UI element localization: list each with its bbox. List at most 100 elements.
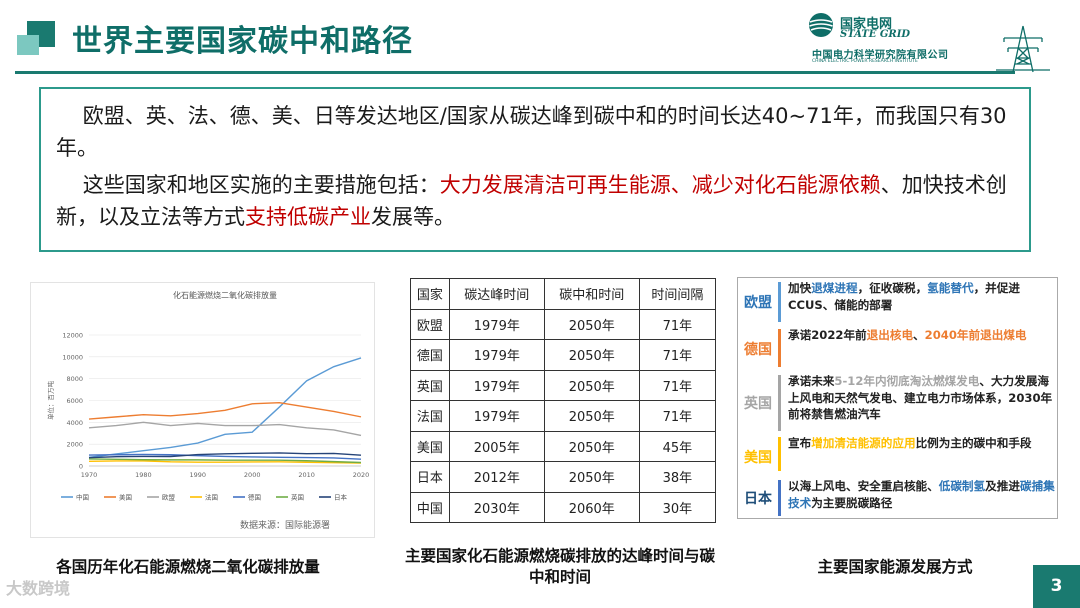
table-cell: 45年 <box>638 430 717 462</box>
intro-paragraph-1: 欧盟、英、法、德、美、日等发达地区/国家从碳达峰到碳中和的时间长达40~71年，… <box>56 104 1007 160</box>
logo-text-en: STATE GRID <box>840 29 911 40</box>
path-country-name: 英国 <box>744 396 772 412</box>
intro-box <box>39 87 1031 252</box>
caption-chart: 各国历年化石能源燃烧二氧化碳排放量 <box>56 558 320 576</box>
header-divider <box>15 71 1015 74</box>
path-row-eu: 欧盟 加快退煤进程，征收碳税，氢能替代，并促进CCUS、储能的部署 <box>738 280 1057 324</box>
power-tower-icon <box>996 25 1050 73</box>
y-tick-label: 2000 <box>66 441 83 449</box>
series-line-德国 <box>88 453 362 460</box>
table-cell: 欧盟 <box>410 308 450 340</box>
path-row-us: 美国 宣布增加清洁能源的应用比例为主的碳中和手段 <box>738 435 1057 473</box>
table-cell: 2050年 <box>543 400 640 432</box>
table-cell: 1979年 <box>448 339 545 371</box>
table-cell: 1979年 <box>448 400 545 432</box>
page-title: 世界主要国家碳中和路径 <box>72 24 413 59</box>
path-row-uk: 英国 承诺未来5-12年内彻底淘汰燃煤发电、大力发展海上风电和天然气发电、建立电… <box>738 373 1057 433</box>
table-cell: 2050年 <box>543 430 640 462</box>
x-tick-label: 2000 <box>244 471 261 479</box>
x-tick-label: 1990 <box>190 471 207 479</box>
table-row: 美国 2005年 2050年 45年 <box>410 430 717 462</box>
series-line-欧盟 <box>88 421 362 437</box>
legend-label: 德国 <box>248 493 261 502</box>
table-cell: 2012年 <box>448 461 545 493</box>
table-cell: 2050年 <box>543 461 640 493</box>
series-line-法国 <box>88 460 362 464</box>
y-tick-label: 6000 <box>66 397 83 405</box>
chart-title: 化石能源燃烧二氧化碳排放量 <box>173 290 277 300</box>
legend-label: 法国 <box>205 493 218 502</box>
table-cell: 英国 <box>410 369 450 401</box>
path-text: 宣布增加清洁能源的应用比例为主的碳中和手段 <box>788 436 1032 450</box>
path-country-name: 美国 <box>744 450 772 466</box>
table-cell: 美国 <box>410 430 450 462</box>
table-cell: 2030年 <box>448 491 545 523</box>
table-header-cell: 碳中和时间 <box>543 278 640 310</box>
table-row: 日本 2012年 2050年 38年 <box>410 461 717 493</box>
table-cell: 2005年 <box>448 430 545 462</box>
series-line-中国 <box>88 357 362 458</box>
x-tick-label: 2010 <box>298 471 315 479</box>
path-text: 以海上风电、安全重启核能、低碳制氢及推进碳捕集技术为主要脱碳路径 <box>788 479 1055 510</box>
table-cell: 71年 <box>638 339 717 371</box>
table-cell: 71年 <box>638 308 717 340</box>
header-decor-square-light <box>17 35 39 55</box>
table-cell: 1979年 <box>448 369 545 401</box>
table-header-cell: 时间间隔 <box>638 278 717 310</box>
legend-label: 英国 <box>291 493 304 502</box>
path-text: 加快退煤进程，征收碳税，氢能替代，并促进CCUS、储能的部署 <box>788 281 1020 312</box>
table-row: 中国 2030年 2060年 30年 <box>410 491 717 523</box>
table-cell: 38年 <box>638 461 717 493</box>
table-cell: 法国 <box>410 400 450 432</box>
y-tick-label: 4000 <box>66 419 83 427</box>
series-line-日本 <box>88 452 362 459</box>
path-country-name: 欧盟 <box>744 295 772 311</box>
highlight-low-carbon: 支持低碳产业 <box>245 205 371 229</box>
path-row-de: 德国 承诺2022年前退出核电、2040年前退出煤电 <box>738 327 1057 369</box>
path-country-name: 德国 <box>744 342 772 358</box>
path-text: 承诺未来5-12年内彻底淘汰燃煤发电、大力发展海上风电和天然气发电、建立电力市场… <box>788 374 1053 421</box>
table-cell: 2060年 <box>543 491 640 523</box>
table-cell: 2050年 <box>543 339 640 371</box>
country-paths-box: 欧盟 加快退煤进程，征收碳税，氢能替代，并促进CCUS、储能的部署 德国 承诺2… <box>737 277 1058 519</box>
table-cell: 日本 <box>410 461 450 493</box>
y-tick-label: 0 <box>79 463 83 471</box>
table-row: 欧盟 1979年 2050年 71年 <box>410 308 717 340</box>
logo-text-cn: 国家电网 <box>840 17 893 32</box>
legend-label: 日本 <box>334 493 348 502</box>
path-bar <box>778 375 781 431</box>
x-tick-label: 1980 <box>135 471 152 479</box>
table-cell: 30年 <box>638 491 717 523</box>
caption-table: 主要国家化石能源燃烧碳排放的达峰时间与碳中和时间 <box>404 547 715 586</box>
emission-line-chart: 化石能源燃烧二氧化碳排放量 0 2000 4000 6000 8000 10000 12000… <box>46 290 369 502</box>
emission-chart: 化石能源燃烧二氧化碳排放量 0 2000 4000 6000 8000 10000 12000… <box>30 282 375 538</box>
table-header-row: 国家 碳达峰时间 碳中和时间 时间间隔 <box>410 278 717 310</box>
y-tick-label: 10000 <box>62 353 83 361</box>
path-country-name: 日本 <box>744 491 772 507</box>
table-row: 法国 1979年 2050年 71年 <box>410 400 717 432</box>
state-grid-globe-icon <box>809 13 833 37</box>
path-bar <box>778 480 781 516</box>
table-cell: 71年 <box>638 369 717 401</box>
page-number: 3 <box>1033 565 1080 608</box>
legend-label: 欧盟 <box>162 493 176 502</box>
table-header-cell: 碳达峰时间 <box>448 278 545 310</box>
path-bar <box>778 282 781 322</box>
caption-paths: 主要国家能源发展方式 <box>817 558 973 576</box>
y-tick-label: 12000 <box>62 332 83 340</box>
series-line-英国 <box>88 458 362 464</box>
table-cell: 中国 <box>410 491 450 523</box>
table-header-cell: 国家 <box>410 278 450 310</box>
legend-label: 美国 <box>119 493 132 502</box>
series-line-美国 <box>88 401 362 420</box>
table-cell: 2050年 <box>543 308 640 340</box>
table-cell: 德国 <box>410 339 450 371</box>
table-row: 英国 1979年 2050年 71年 <box>410 369 717 401</box>
institute-name-en: CHINA ELECTRIC POWER RESEARCH INSTITUTE <box>812 59 918 64</box>
path-bar <box>778 329 781 367</box>
table-row: 德国 1979年 2050年 71年 <box>410 339 717 371</box>
highlight-clean-energy: 大力发展清洁可再生能源、减少对化石能源依赖 <box>439 173 881 197</box>
x-tick-label: 1970 <box>81 471 98 479</box>
institute-name: 中国电力科学研究院有限公司 <box>812 50 949 61</box>
table-cell: 1979年 <box>448 308 545 340</box>
